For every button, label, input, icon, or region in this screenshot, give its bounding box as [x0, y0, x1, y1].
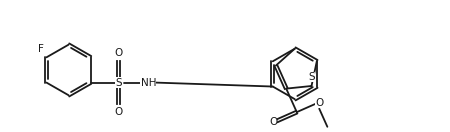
Text: S: S	[308, 72, 315, 82]
Text: NH: NH	[140, 78, 156, 88]
Text: O: O	[114, 107, 122, 117]
Text: O: O	[114, 48, 122, 58]
Text: O: O	[315, 98, 324, 108]
Text: F: F	[38, 44, 44, 54]
Text: O: O	[269, 117, 277, 127]
Text: S: S	[115, 78, 122, 88]
